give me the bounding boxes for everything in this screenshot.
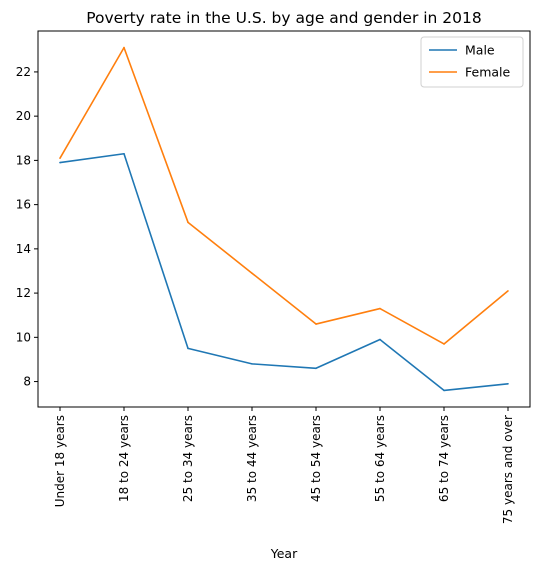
- data-point-female: [123, 46, 125, 49]
- y-tick-label: 14: [16, 242, 31, 256]
- data-point-male: [443, 389, 445, 392]
- y-tick-label: 16: [16, 198, 31, 212]
- y-tick-label: 8: [23, 375, 31, 389]
- x-tick-label: 45 to 54 years: [309, 415, 323, 502]
- chart-title: Poverty rate in the U.S. by age and gend…: [86, 9, 482, 27]
- series-line-female: [59, 46, 509, 345]
- data-point-male: [123, 152, 125, 155]
- y-tick-label: 20: [16, 109, 31, 123]
- legend-label-male: Male: [465, 43, 495, 58]
- x-tick-label: 65 to 74 years: [437, 415, 451, 502]
- x-tick-label: 18 to 24 years: [117, 415, 131, 502]
- data-point-female: [187, 221, 189, 224]
- data-point-female: [443, 343, 445, 345]
- data-point-female: [315, 323, 317, 325]
- data-point-male: [507, 382, 509, 385]
- data-point-male: [187, 347, 189, 350]
- x-tick-label: 75 years and over: [501, 415, 515, 524]
- x-tick-label: 25 to 34 years: [181, 415, 195, 502]
- data-point-male: [251, 363, 253, 365]
- y-tick-label: 22: [16, 65, 31, 79]
- axes: 8 10 12 14 16 18 20 22 Under 18 years 18 to 24 ye…: [16, 65, 515, 524]
- plot-frame: [37, 30, 531, 408]
- data-point-female: [379, 307, 381, 310]
- x-tick-label: Under 18 years: [53, 415, 67, 507]
- y-tick-label: 10: [16, 330, 31, 344]
- data-point-male: [379, 338, 381, 341]
- y-tick-label: 18: [16, 153, 31, 167]
- data-point-female: [251, 272, 253, 274]
- data-point-female: [507, 290, 509, 292]
- x-tick-label: 55 to 64 years: [373, 415, 387, 502]
- legend-label-female: Female: [465, 65, 511, 80]
- series-line-male: [59, 152, 509, 392]
- x-tick-label: 35 to 44 years: [245, 415, 259, 502]
- data-point-female: [59, 157, 61, 159]
- series-lines: [59, 46, 509, 392]
- y-tick-label: 12: [16, 286, 31, 300]
- legend: Male Female: [420, 36, 524, 88]
- plot-area: [37, 30, 531, 408]
- data-point-male: [59, 161, 61, 164]
- x-axis-title: Year: [270, 546, 298, 561]
- data-point-male: [315, 367, 317, 370]
